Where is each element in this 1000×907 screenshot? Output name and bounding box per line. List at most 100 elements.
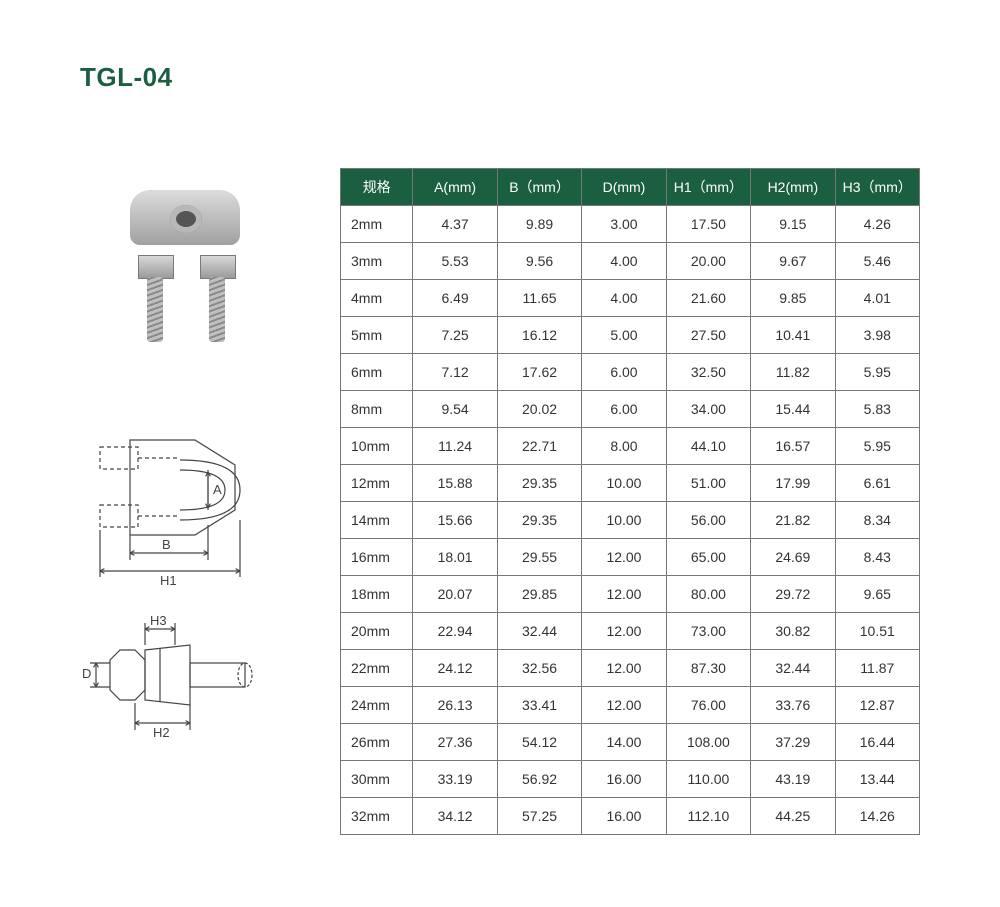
table-cell: 4mm [341,280,413,317]
table-row: 18mm20.0729.8512.0080.0029.729.65 [341,576,920,613]
table-cell: 56.92 [497,761,581,798]
table-cell: 32.50 [666,354,750,391]
table-row: 22mm24.1232.5612.0087.3032.4411.87 [341,650,920,687]
left-column: ABH1 H3DH2 [80,165,310,765]
table-cell: 54.12 [497,724,581,761]
table-cell: 3.00 [582,206,666,243]
table-cell: 5.00 [582,317,666,354]
table-cell: 80.00 [666,576,750,613]
table-cell: 16.12 [497,317,581,354]
table-cell: 10.00 [582,465,666,502]
spec-table-container: 规格A(mm)B（mm）D(mm)H1（mm）H2(mm)H3（mm） 2mm4… [340,168,920,835]
table-cell: 76.00 [666,687,750,724]
dimension-diagram-bottom: H3DH2 [80,615,290,765]
svg-text:H3: H3 [150,615,167,628]
table-cell: 13.44 [835,761,919,798]
table-cell: 3mm [341,243,413,280]
clip-nut-icon [200,255,236,279]
table-row: 5mm7.2516.125.0027.5010.413.98 [341,317,920,354]
table-cell: 51.00 [666,465,750,502]
table-cell: 6mm [341,354,413,391]
table-cell: 32mm [341,798,413,835]
table-cell: 15.66 [413,502,497,539]
table-row: 20mm22.9432.4412.0073.0030.8210.51 [341,613,920,650]
table-cell: 26.13 [413,687,497,724]
table-cell: 44.10 [666,428,750,465]
table-cell: 22mm [341,650,413,687]
table-cell: 22.71 [497,428,581,465]
table-cell: 12.00 [582,687,666,724]
table-cell: 30.82 [751,613,835,650]
table-cell: 16.00 [582,761,666,798]
table-cell: 12.00 [582,613,666,650]
table-cell: 29.35 [497,465,581,502]
table-cell: 21.60 [666,280,750,317]
table-cell: 29.55 [497,539,581,576]
product-photo [80,165,290,375]
table-cell: 12mm [341,465,413,502]
table-cell: 30mm [341,761,413,798]
table-cell: 9.85 [751,280,835,317]
table-header-cell: A(mm) [413,169,497,206]
table-cell: 20mm [341,613,413,650]
table-cell: 9.15 [751,206,835,243]
table-row: 8mm9.5420.026.0034.0015.445.83 [341,391,920,428]
table-row: 24mm26.1333.4112.0076.0033.7612.87 [341,687,920,724]
table-header-cell: H1（mm） [666,169,750,206]
table-cell: 87.30 [666,650,750,687]
table-cell: 44.25 [751,798,835,835]
table-cell: 16.00 [582,798,666,835]
table-cell: 34.12 [413,798,497,835]
dimension-diagram-top: ABH1 [80,425,290,595]
table-cell: 32.44 [497,613,581,650]
table-header-cell: 规格 [341,169,413,206]
table-row: 26mm27.3654.1214.00108.0037.2916.44 [341,724,920,761]
table-cell: 108.00 [666,724,750,761]
table-cell: 10mm [341,428,413,465]
spec-table: 规格A(mm)B（mm）D(mm)H1（mm）H2(mm)H3（mm） 2mm4… [340,168,920,835]
table-cell: 16mm [341,539,413,576]
table-cell: 8mm [341,391,413,428]
table-cell: 5.95 [835,354,919,391]
table-cell: 14.26 [835,798,919,835]
table-cell: 32.56 [497,650,581,687]
table-cell: 20.07 [413,576,497,613]
table-cell: 12.00 [582,650,666,687]
table-cell: 5.53 [413,243,497,280]
clip-bolt-icon [147,277,163,342]
table-row: 12mm15.8829.3510.0051.0017.996.61 [341,465,920,502]
table-cell: 3.98 [835,317,919,354]
clip-nut-icon [138,255,174,279]
table-cell: 34.00 [666,391,750,428]
table-cell: 9.65 [835,576,919,613]
table-row: 2mm4.379.893.0017.509.154.26 [341,206,920,243]
table-row: 30mm33.1956.9216.00110.0043.1913.44 [341,761,920,798]
table-cell: 73.00 [666,613,750,650]
table-cell: 11.87 [835,650,919,687]
table-cell: 20.00 [666,243,750,280]
table-cell: 11.24 [413,428,497,465]
table-cell: 18mm [341,576,413,613]
table-header-cell: H3（mm） [835,169,919,206]
table-row: 6mm7.1217.626.0032.5011.825.95 [341,354,920,391]
table-cell: 12.00 [582,539,666,576]
product-title: TGL-04 [80,62,173,93]
table-row: 10mm11.2422.718.0044.1016.575.95 [341,428,920,465]
table-cell: 29.85 [497,576,581,613]
svg-text:D: D [82,666,91,681]
table-header-cell: B（mm） [497,169,581,206]
table-cell: 15.88 [413,465,497,502]
table-cell: 110.00 [666,761,750,798]
table-cell: 8.00 [582,428,666,465]
table-cell: 9.67 [751,243,835,280]
page: TGL-04 ABH1 H3DH2 规格A(mm)B（mm）D(mm) [0,0,1000,907]
table-row: 16mm18.0129.5512.0065.0024.698.43 [341,539,920,576]
table-cell: 16.44 [835,724,919,761]
table-cell: 18.01 [413,539,497,576]
table-cell: 7.25 [413,317,497,354]
table-cell: 9.89 [497,206,581,243]
svg-text:B: B [162,537,171,552]
table-cell: 37.29 [751,724,835,761]
table-cell: 4.00 [582,243,666,280]
table-cell: 6.00 [582,391,666,428]
